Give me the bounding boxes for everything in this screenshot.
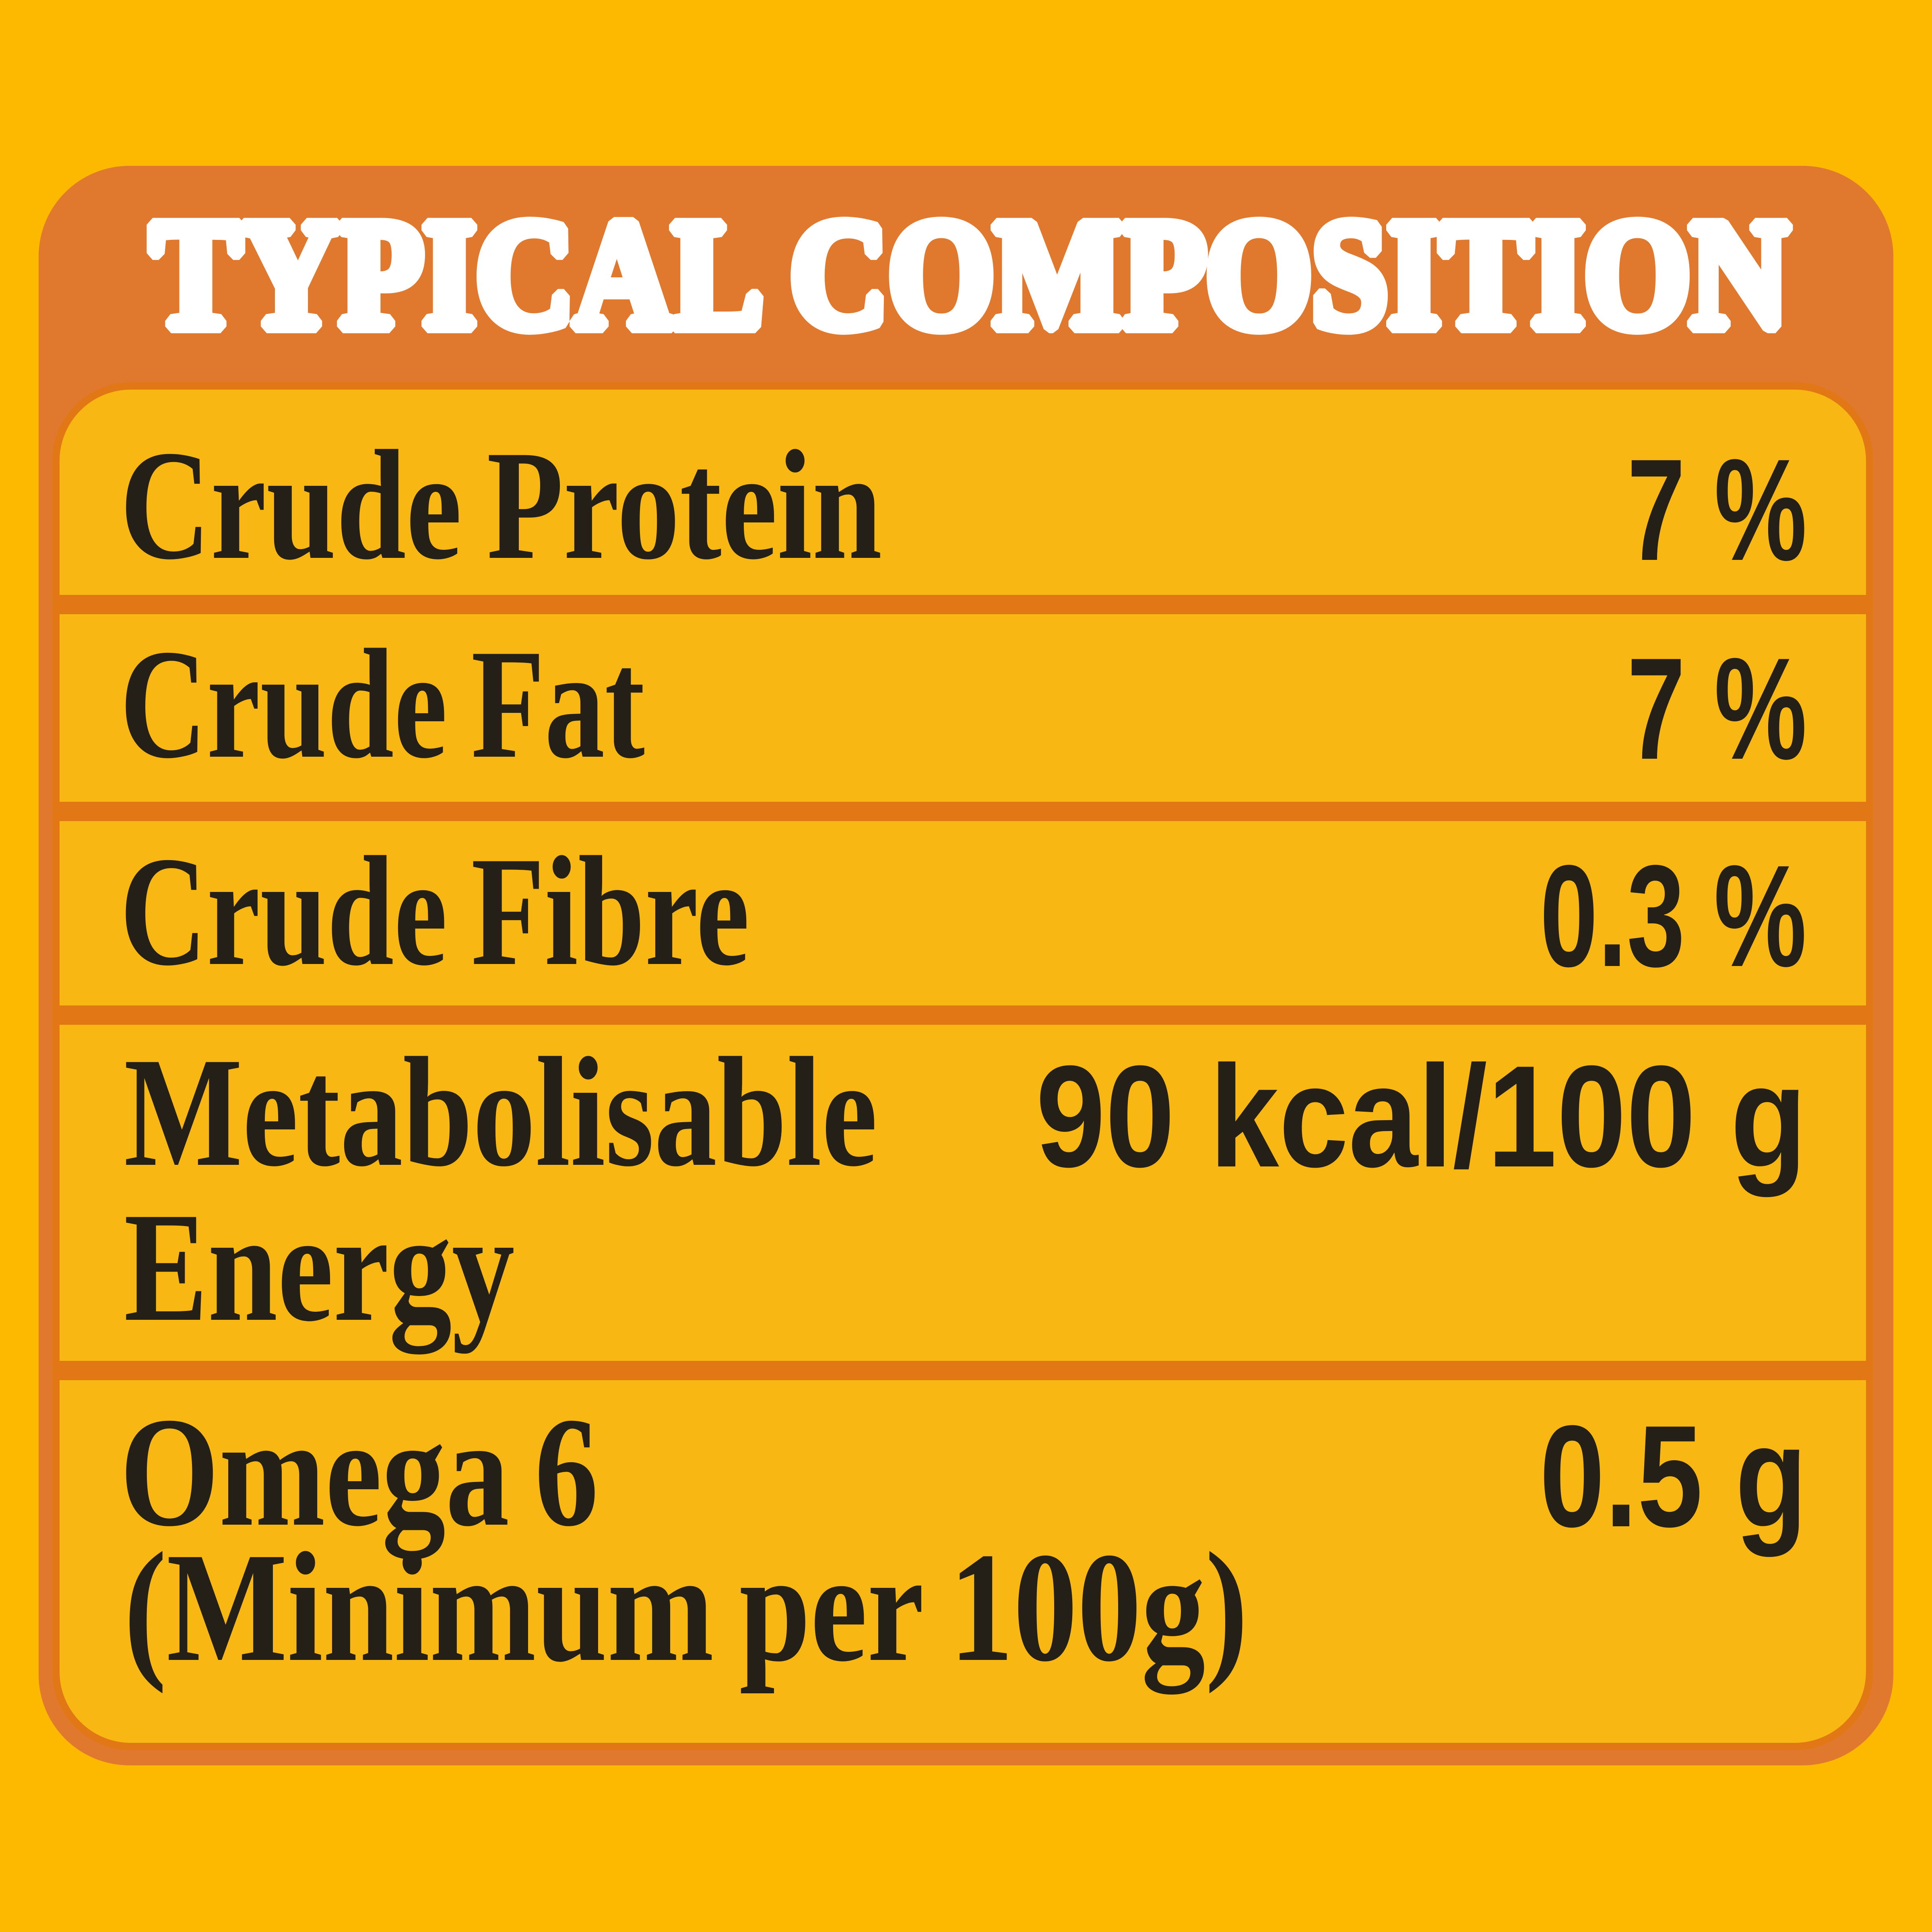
- svg-text:TYPICAL COMPOSITION: TYPICAL COMPOSITION: [151, 188, 1789, 360]
